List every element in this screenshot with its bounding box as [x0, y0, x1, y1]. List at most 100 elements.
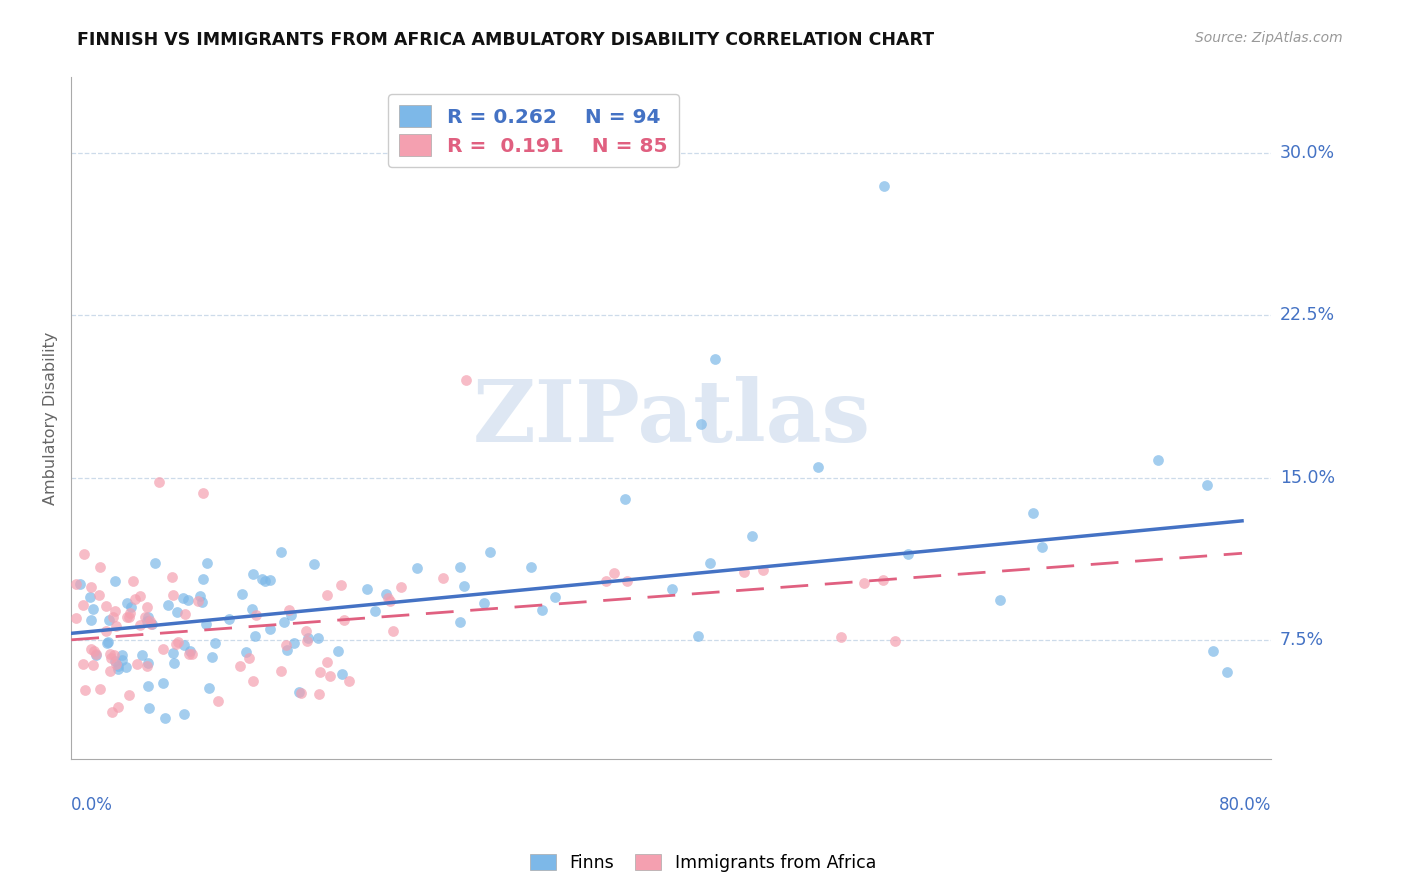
Point	[382, 624, 405, 639]
Point	[103, 648, 125, 662]
Point	[661, 582, 683, 596]
Point	[191, 485, 214, 500]
Point	[259, 623, 281, 637]
Point	[752, 563, 775, 577]
Point	[179, 647, 201, 661]
Point	[104, 574, 127, 589]
Point	[166, 634, 188, 648]
Point	[148, 475, 170, 489]
Point	[520, 560, 543, 574]
Point	[276, 638, 298, 652]
Point	[242, 567, 264, 582]
Point	[356, 582, 378, 596]
Point	[218, 612, 240, 626]
Point	[453, 579, 475, 593]
Point	[191, 572, 214, 586]
Point	[287, 684, 309, 698]
Point	[136, 658, 159, 673]
Point	[308, 665, 330, 680]
Point	[330, 666, 353, 681]
Point	[190, 589, 212, 603]
Point	[187, 594, 209, 608]
Point	[73, 683, 96, 698]
Point	[136, 609, 159, 624]
Point	[807, 459, 830, 474]
Point	[315, 655, 337, 669]
Point	[165, 636, 187, 650]
Point	[449, 559, 471, 574]
Point	[595, 574, 617, 589]
Point	[179, 643, 201, 657]
Point	[733, 565, 755, 579]
Point	[120, 599, 142, 614]
Point	[138, 679, 160, 693]
Point	[138, 614, 160, 628]
Point	[128, 618, 150, 632]
Point	[337, 674, 360, 689]
Point	[100, 651, 122, 665]
Point	[82, 658, 104, 673]
Point	[741, 529, 763, 543]
Point	[136, 614, 159, 628]
Point	[96, 636, 118, 650]
Point	[277, 603, 299, 617]
Point	[380, 594, 402, 608]
Point	[242, 673, 264, 688]
Point	[531, 602, 554, 616]
Point	[162, 646, 184, 660]
Point	[83, 644, 105, 658]
Point	[872, 178, 894, 193]
Point	[124, 592, 146, 607]
Point	[80, 613, 103, 627]
Point	[101, 705, 124, 719]
Point	[65, 611, 87, 625]
Point	[105, 657, 128, 671]
Point	[72, 598, 94, 612]
Point	[104, 654, 127, 668]
Point	[259, 573, 281, 587]
Point	[449, 615, 471, 629]
Point	[852, 575, 875, 590]
Point	[330, 578, 353, 592]
Point	[138, 656, 160, 670]
Point	[389, 580, 412, 594]
Point	[97, 635, 120, 649]
Point	[107, 658, 129, 673]
Point	[1031, 541, 1053, 555]
Point	[686, 629, 709, 643]
Point	[127, 657, 149, 672]
Point	[174, 607, 197, 621]
Point	[254, 574, 277, 588]
Point	[432, 571, 454, 585]
Point	[177, 593, 200, 607]
Point	[198, 681, 221, 695]
Legend: R = 0.262    N = 94, R =  0.191    N = 85: R = 0.262 N = 94, R = 0.191 N = 85	[388, 95, 679, 168]
Point	[872, 573, 894, 587]
Point	[80, 641, 103, 656]
Point	[273, 615, 295, 629]
Point	[270, 544, 292, 558]
Point	[883, 633, 905, 648]
Text: 30.0%: 30.0%	[1279, 145, 1334, 162]
Point	[333, 613, 356, 627]
Point	[107, 699, 129, 714]
Text: 22.5%: 22.5%	[1279, 306, 1334, 325]
Point	[1147, 453, 1170, 467]
Point	[173, 706, 195, 721]
Point	[107, 661, 129, 675]
Text: FINNISH VS IMMIGRANTS FROM AFRICA AMBULATORY DISABILITY CORRELATION CHART: FINNISH VS IMMIGRANTS FROM AFRICA AMBULA…	[77, 31, 935, 49]
Point	[65, 576, 87, 591]
Point	[283, 636, 305, 650]
Point	[139, 616, 162, 631]
Point	[474, 595, 496, 609]
Point	[204, 636, 226, 650]
Point	[98, 664, 121, 678]
Point	[89, 681, 111, 696]
Point	[141, 616, 163, 631]
Point	[544, 590, 567, 604]
Point	[231, 587, 253, 601]
Point	[245, 629, 267, 643]
Point	[478, 545, 501, 559]
Point	[118, 688, 141, 702]
Point	[131, 648, 153, 662]
